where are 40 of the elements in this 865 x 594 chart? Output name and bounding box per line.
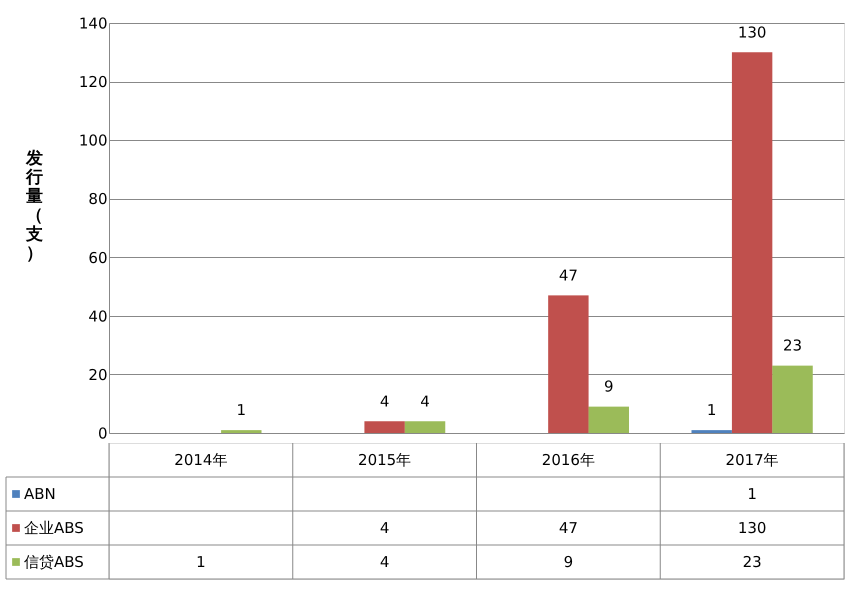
y-tick-label: 60 (88, 248, 108, 267)
data-label: 47 (558, 519, 578, 537)
y-tick-label: 80 (88, 190, 108, 208)
data-label: 130 (738, 519, 766, 537)
data-label: 1 (196, 553, 206, 571)
y-tick-label: 120 (78, 73, 108, 92)
x-tick-label: 2017年 (726, 451, 779, 469)
bar (732, 52, 772, 433)
data-label: 4 (380, 519, 390, 537)
annotation: 130 (738, 23, 766, 42)
y-tick-label: 140 (78, 14, 108, 32)
annotation: 47 (558, 266, 578, 284)
legend-label: 企业ABS (24, 519, 84, 537)
legend-label: 信贷ABS (24, 553, 84, 571)
data-label: 1 (706, 401, 716, 420)
annotation: 9 (604, 378, 614, 396)
text: 1 (747, 485, 757, 503)
bar (548, 295, 589, 433)
data-label: 4 (380, 553, 390, 571)
bar (364, 421, 405, 433)
annotation: 23 (783, 336, 802, 355)
legend-label: ABN (24, 485, 56, 503)
annotation: 4 (380, 392, 390, 410)
data-label: 9 (564, 553, 574, 571)
y-tick-label: 40 (88, 307, 108, 326)
x-tick-label: 2014年 (174, 451, 228, 469)
bar (221, 430, 262, 433)
y-axis-title: 发行量（支） (25, 148, 43, 264)
data-label: 23 (742, 553, 762, 571)
y-tick-label: 20 (88, 366, 108, 384)
y-tick-label: 100 (78, 132, 108, 150)
annotation: 1 (236, 401, 246, 420)
bar (588, 406, 630, 433)
bar (404, 421, 446, 433)
bar (691, 430, 732, 433)
x-tick-label: 2015年 (358, 451, 412, 469)
bar (772, 366, 813, 433)
y-tick-label: 0 (98, 424, 108, 442)
annotation: 4 (420, 392, 430, 410)
x-tick-label: 2016年 (542, 451, 595, 469)
